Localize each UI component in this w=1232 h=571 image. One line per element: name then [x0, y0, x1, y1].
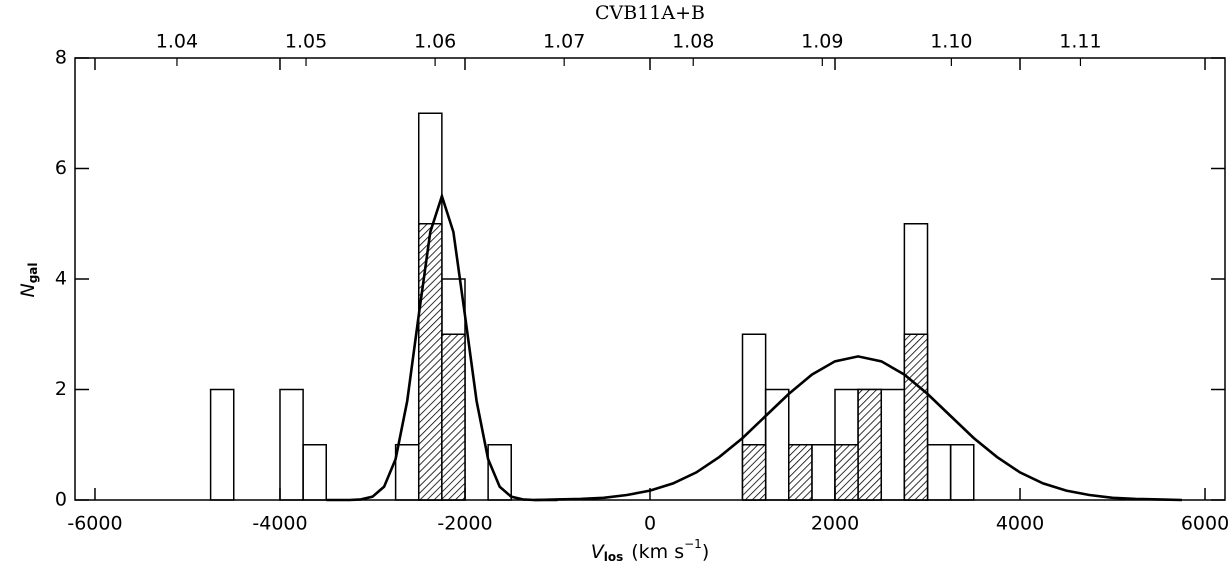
- hatched-bar: [903, 333, 929, 501]
- gaussian-fit: [534, 355, 1182, 502]
- x-tick-label: 2000: [811, 513, 859, 535]
- y-tick-label: 4: [55, 268, 67, 290]
- gaussian-fit: [326, 191, 558, 502]
- bar: [880, 388, 906, 501]
- y-label-main: N: [17, 283, 39, 297]
- x2-tick-label: 1.05: [285, 31, 327, 53]
- x2-tick-label: 1.09: [801, 31, 843, 53]
- y-tick-label: 0: [55, 489, 67, 511]
- bar: [949, 444, 975, 501]
- x-axis-label: Vlos (km s−1): [591, 537, 710, 564]
- x2-tick-label: 1.08: [672, 31, 714, 53]
- bar: [394, 444, 420, 501]
- bar: [302, 444, 327, 501]
- x2-tick-label: 1.07: [543, 31, 585, 53]
- x-tick-label: -6000: [67, 513, 122, 535]
- plot-frame: [74, 57, 1226, 501]
- hatched-bar: [741, 444, 767, 501]
- bar: [487, 444, 512, 501]
- chart-title: CVB11A+B: [595, 2, 705, 24]
- x-tick-label: -2000: [437, 513, 492, 535]
- y-axis-label: Ngal: [17, 262, 40, 297]
- x-tick-label: -4000: [252, 513, 307, 535]
- bar: [209, 388, 235, 501]
- x2-tick-label: 1.04: [156, 31, 198, 53]
- x-tick-label: 6000: [1181, 513, 1229, 535]
- plot-area: [209, 112, 1182, 502]
- bar: [811, 444, 836, 501]
- y-tick-label: 6: [55, 157, 67, 179]
- hatched-bar: [417, 223, 443, 501]
- x-label-unit: (km s: [631, 541, 684, 563]
- x-label-main: V: [591, 541, 606, 563]
- x-label-close: ): [702, 541, 709, 563]
- x-tick-label: 0: [644, 513, 656, 535]
- x-label-sup: −1: [684, 537, 702, 551]
- x-tick-label: 4000: [996, 513, 1044, 535]
- bar: [926, 444, 952, 501]
- y-label-sub: gal: [26, 262, 40, 283]
- hatched-bar: [857, 388, 883, 501]
- y-tick-label: 2: [55, 378, 67, 400]
- y-tick-label: 8: [55, 47, 67, 69]
- hatched-bar: [834, 444, 859, 501]
- hatched-bar: [788, 444, 813, 501]
- x-label-sub: los: [604, 550, 624, 564]
- hatched-bar: [441, 333, 466, 501]
- x2-tick-label: 1.10: [930, 31, 972, 53]
- x2-tick-label: 1.11: [1059, 31, 1101, 53]
- bar: [279, 388, 304, 501]
- x2-tick-label: 1.06: [414, 31, 456, 53]
